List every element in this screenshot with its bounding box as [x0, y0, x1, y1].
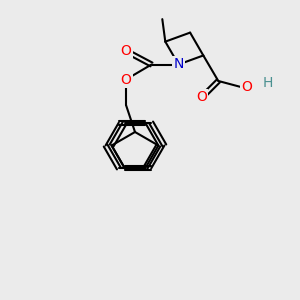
Text: O: O — [121, 44, 131, 58]
Text: N: N — [173, 58, 184, 71]
Text: H: H — [262, 76, 273, 90]
Text: O: O — [121, 73, 131, 86]
Text: O: O — [241, 80, 252, 94]
Text: O: O — [196, 91, 207, 104]
